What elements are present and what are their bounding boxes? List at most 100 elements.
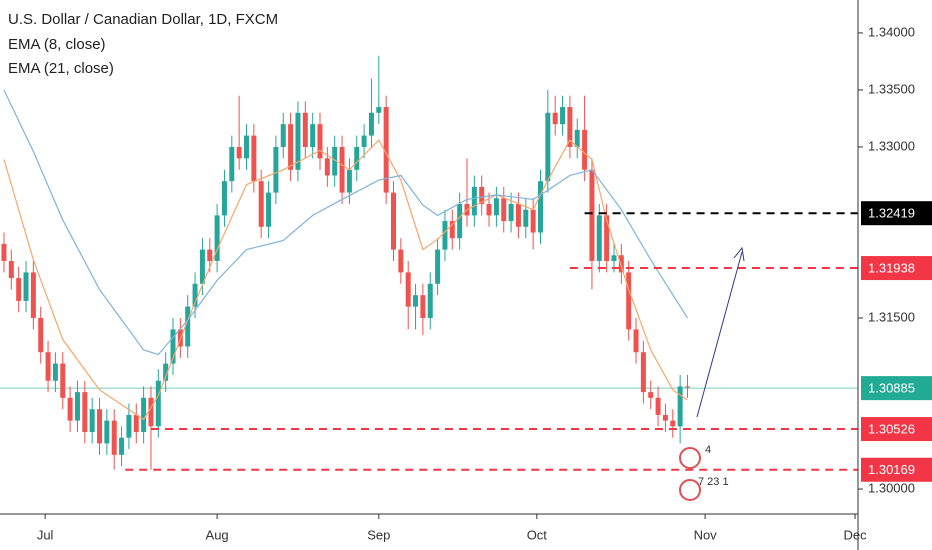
candle-body — [207, 249, 213, 261]
candle-body — [354, 146, 360, 170]
level-price-box — [861, 201, 932, 226]
candle-body — [368, 112, 374, 136]
candle-body — [442, 221, 448, 250]
candle-body — [670, 420, 676, 427]
candle-body — [273, 146, 279, 193]
candle-body — [383, 107, 389, 193]
candle-body — [111, 420, 117, 455]
x-tick-label: Jul — [37, 527, 54, 542]
candle-body — [457, 203, 463, 239]
legend-entry: EMA (21, close) — [8, 60, 114, 77]
candle-body — [45, 352, 51, 381]
candle-body — [30, 272, 36, 319]
y-tick-label: 1.33000 — [868, 138, 915, 153]
event-icon — [679, 447, 701, 469]
candle-body — [626, 272, 632, 330]
candle-body — [317, 124, 323, 159]
candle-body — [155, 380, 161, 427]
candle-body — [427, 283, 433, 319]
ema-line — [3, 89, 688, 356]
candle-body — [530, 209, 536, 233]
candle-body — [537, 181, 543, 233]
candle-body — [655, 397, 661, 415]
candle-body — [633, 329, 639, 353]
legend-entry: EMA (8, close) — [8, 36, 106, 53]
level-price-label: 1.32419 — [868, 206, 915, 221]
candle-body — [361, 135, 367, 147]
candle-body — [508, 203, 514, 222]
x-tick-label: Aug — [206, 527, 229, 542]
event-label: 7 23 1 — [698, 476, 729, 488]
candle-body — [398, 249, 404, 273]
level-price-label: 1.30169 — [868, 462, 915, 477]
candle-body — [229, 146, 235, 182]
candle-body — [97, 409, 103, 444]
candle-body — [310, 124, 316, 147]
candle-body — [346, 169, 352, 193]
candle-body — [596, 215, 602, 261]
ema-line — [3, 139, 688, 421]
candle-body — [618, 255, 624, 273]
candle-body — [133, 414, 139, 433]
candle-body — [104, 420, 110, 444]
event-label: 4 — [705, 444, 711, 456]
level-price-label: 1.30526 — [868, 421, 915, 436]
candle-body — [126, 414, 132, 438]
y-tick-label: 1.34000 — [868, 24, 915, 39]
events: 4 7 23 1 — [679, 444, 729, 501]
candle-body — [604, 215, 610, 261]
candle-body — [89, 409, 95, 433]
candle-body — [684, 386, 690, 388]
candle-body — [266, 192, 272, 227]
y-tick-label: 1.33500 — [868, 81, 915, 96]
chart-title: U.S. Dollar / Canadian Dollar, 1D, FXCM — [8, 11, 278, 28]
candle-body — [60, 363, 66, 398]
candle-body — [662, 414, 668, 421]
candle-body — [119, 437, 125, 455]
candle-body — [611, 255, 617, 261]
candle-body — [332, 146, 338, 176]
candle-body — [244, 135, 250, 159]
candle-body — [435, 249, 441, 284]
candle-body — [1, 243, 7, 261]
level-price-label: 1.31938 — [868, 260, 915, 275]
x-tick-label: Sep — [367, 527, 390, 542]
candle-body — [471, 186, 477, 216]
candle-body — [545, 112, 551, 182]
x-tick-label: Dec — [843, 527, 867, 542]
candle-body — [192, 283, 198, 307]
candle-body — [288, 124, 294, 170]
candle-body — [589, 169, 595, 261]
candle-body — [324, 158, 330, 176]
candle-body — [185, 306, 191, 347]
candle-body — [574, 129, 580, 147]
candle-body — [280, 124, 286, 147]
candle-body — [413, 295, 419, 307]
candle-body — [420, 295, 426, 319]
candle-body — [479, 186, 485, 204]
candle-body — [486, 203, 492, 216]
candle-body — [82, 392, 88, 433]
candle-body — [221, 181, 227, 216]
candle-body — [567, 107, 573, 147]
time-axis-panel — [0, 514, 858, 550]
candle-body — [251, 135, 257, 182]
last-price-box — [861, 376, 932, 401]
candle-body — [16, 278, 22, 301]
last-price-label: 1.30885 — [868, 381, 915, 396]
candle-body — [302, 112, 308, 147]
candle-body — [552, 112, 558, 125]
candle-body — [163, 363, 169, 381]
candle-body — [214, 215, 220, 261]
level-price-box — [861, 256, 932, 281]
axes: 1.34000 1.33500 1.33000 1.31500 1.30000 Jul Au… — [37, 24, 932, 542]
candle-body — [515, 203, 521, 227]
candle-body — [405, 272, 411, 307]
x-tick-label: Oct — [527, 527, 548, 542]
candle-body — [501, 198, 507, 222]
candle-body — [8, 260, 14, 279]
event-icon — [679, 479, 701, 501]
y-tick-label: 1.31500 — [868, 309, 915, 324]
candle-body — [449, 221, 455, 239]
